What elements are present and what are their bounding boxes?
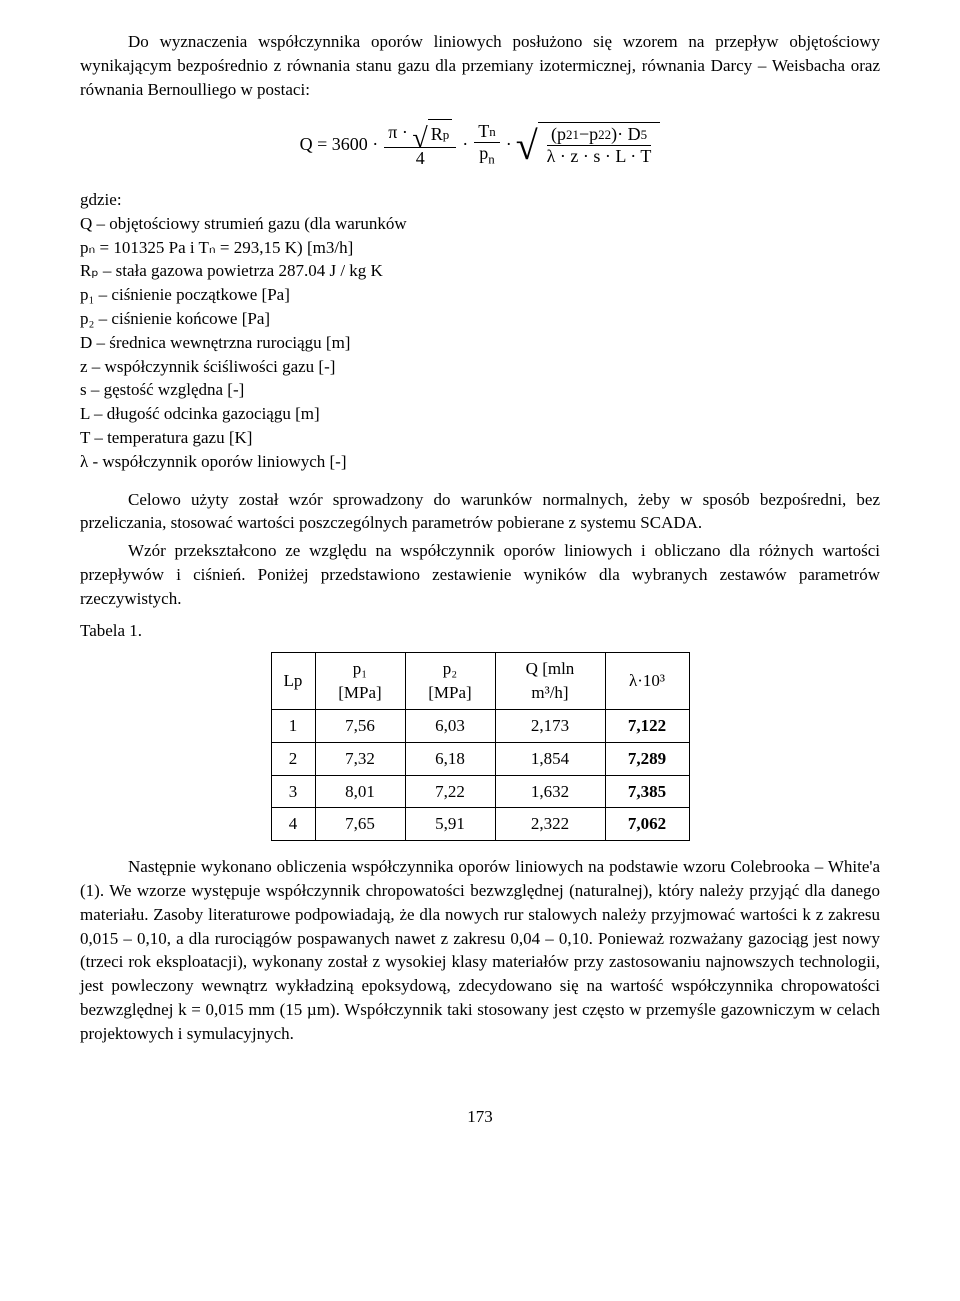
cell-lp: 1	[271, 709, 315, 742]
th-lambda: λ·10³	[605, 653, 689, 710]
table-header-row: Lp p₁ [MPa] p₂ [MPa] Q [mln m³/h] λ·10³	[271, 653, 689, 710]
cell-q: 2,322	[495, 808, 605, 841]
page-number: 173	[80, 1105, 880, 1129]
eq-sqrt-main: √ (p21 − p22) · D5 λ · z · s · L · T	[516, 122, 661, 167]
cell-lp: 3	[271, 775, 315, 808]
eq-frac2: Tn pn	[474, 122, 499, 167]
cell-p1: 7,65	[315, 808, 405, 841]
table-row: 47,655,912,3227,062	[271, 808, 689, 841]
where-pn: pₙ = 101325 Pa i Tₙ = 293,15 K) [m3/h]	[80, 236, 880, 260]
table-caption: Tabela 1.	[80, 619, 880, 643]
th-q: Q [mln m³/h]	[495, 653, 605, 710]
table-row: 27,326,181,8547,289	[271, 742, 689, 775]
cell-p2: 7,22	[405, 775, 495, 808]
cell-p1: 7,56	[315, 709, 405, 742]
cell-lambda: 7,062	[605, 808, 689, 841]
where-lambda: λ - współczynnik oporów liniowych [-]	[80, 450, 880, 474]
th-p1: p₁ [MPa]	[315, 653, 405, 710]
where-z: z – współczynnik ściśliwości gazu [-]	[80, 355, 880, 379]
th-lp: Lp	[271, 653, 315, 710]
cell-p1: 7,32	[315, 742, 405, 775]
eq-lead: Q = 3600 ·	[300, 132, 379, 157]
cell-lambda: 7,289	[605, 742, 689, 775]
equation-block: Q = 3600 · π · √ Rp 4 · Tn pn ·	[80, 119, 880, 170]
where-t: T – temperatura gazu [K]	[80, 426, 880, 450]
where-gdzie: gdzie:	[80, 188, 880, 212]
after-p1: Następnie wykonano obliczenia współczynn…	[80, 855, 880, 1045]
where-p1: p₁ – ciśnienie początkowe [Pa]	[80, 283, 880, 307]
cell-lambda: 7,122	[605, 709, 689, 742]
mid-p2: Wzór przekształcono ze względu na współc…	[80, 539, 880, 610]
cell-lp: 2	[271, 742, 315, 775]
table-row: 17,566,032,1737,122	[271, 709, 689, 742]
table-row: 38,017,221,6327,385	[271, 775, 689, 808]
where-p2: p₂ – ciśnienie końcowe [Pa]	[80, 307, 880, 331]
mid-p1: Celowo użyty został wzór sprowadzony do …	[80, 488, 880, 536]
cell-p2: 6,18	[405, 742, 495, 775]
where-list: gdzie: Q – objętościowy strumień gazu (d…	[80, 188, 880, 474]
where-rp: Rₚ – stała gazowa powietrza 287.04 J / k…	[80, 259, 880, 283]
table-body: 17,566,032,1737,12227,326,181,8547,28938…	[271, 709, 689, 840]
intro-paragraph: Do wyznaczenia współczynnika oporów lini…	[80, 30, 880, 101]
where-l: L – długość odcinka gazociągu [m]	[80, 402, 880, 426]
cell-lp: 4	[271, 808, 315, 841]
cell-q: 1,854	[495, 742, 605, 775]
cell-p2: 6,03	[405, 709, 495, 742]
where-d: D – średnica wewnętrzna rurociągu [m]	[80, 331, 880, 355]
where-s: s – gęstość względna [-]	[80, 378, 880, 402]
results-table: Lp p₁ [MPa] p₂ [MPa] Q [mln m³/h] λ·10³ …	[271, 652, 690, 841]
cell-lambda: 7,385	[605, 775, 689, 808]
cell-p2: 5,91	[405, 808, 495, 841]
where-q: Q – objętościowy strumień gazu (dla waru…	[80, 212, 880, 236]
eq-frac1: π · √ Rp 4	[384, 119, 456, 170]
cell-p1: 8,01	[315, 775, 405, 808]
th-p2: p₂ [MPa]	[405, 653, 495, 710]
cell-q: 1,632	[495, 775, 605, 808]
cell-q: 2,173	[495, 709, 605, 742]
